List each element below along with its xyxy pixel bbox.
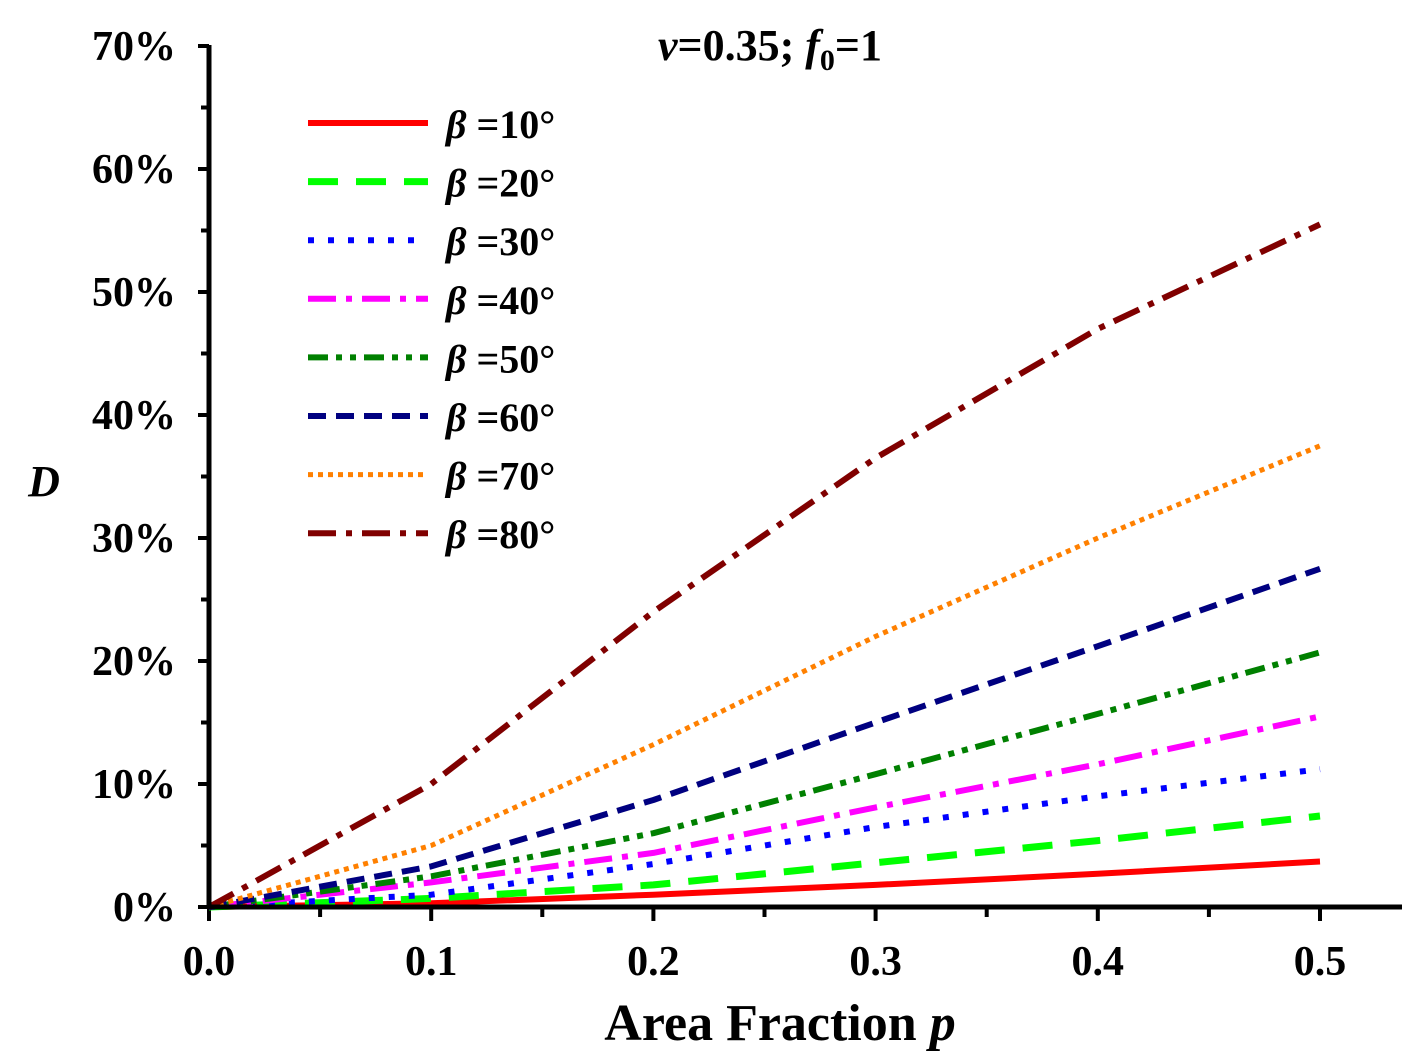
legend-angle-text: =30° bbox=[467, 219, 556, 264]
legend: β =10°β =20°β =30°β =40°β =50°β =60°β =7… bbox=[308, 102, 555, 557]
x-tick-labels: 0.0 0.1 0.2 0.3 0.4 0.5 bbox=[183, 939, 1347, 985]
legend-label-8: β =80° bbox=[444, 512, 555, 557]
series-line-2 bbox=[208, 812, 1321, 911]
title-f-subscript: 0 bbox=[820, 44, 835, 77]
title-v-text: =0.35; bbox=[678, 21, 806, 70]
legend-label-1: β =10° bbox=[444, 102, 555, 147]
legend-beta-symbol: β bbox=[444, 336, 467, 381]
x-axis-label-text: Area Fraction bbox=[604, 995, 929, 1052]
series-line-3 bbox=[208, 766, 1321, 910]
x-tick-label: 0.3 bbox=[849, 939, 902, 985]
x-tick-label: 0.1 bbox=[405, 939, 458, 985]
series-line-4 bbox=[208, 713, 1321, 910]
x-tick-label: 0.2 bbox=[627, 939, 680, 985]
legend-label-4: β =40° bbox=[444, 278, 555, 323]
chart-title: v=0.35; f0=1 bbox=[658, 21, 882, 77]
x-tick-label: 0.5 bbox=[1294, 939, 1347, 985]
legend-beta-symbol: β bbox=[444, 512, 467, 557]
y-tick-label: 50% bbox=[92, 270, 176, 316]
legend-label-2: β =20° bbox=[444, 161, 555, 206]
title-f-text: =1 bbox=[835, 21, 882, 70]
legend-angle-text: =20° bbox=[467, 161, 556, 206]
y-axis-label: D bbox=[27, 457, 60, 506]
y-tick-label: 20% bbox=[92, 639, 176, 685]
legend-beta-symbol: β bbox=[444, 454, 467, 499]
y-tick-labels: 0% 10% 20% 30% 40% 50% 60% 70% bbox=[92, 24, 176, 931]
x-tick-label: 0.4 bbox=[1072, 939, 1125, 985]
title-v-symbol: v bbox=[658, 21, 678, 70]
legend-beta-symbol: β bbox=[444, 395, 467, 440]
legend-angle-text: =40° bbox=[467, 278, 556, 323]
x-axis-label-symbol: p bbox=[926, 995, 956, 1052]
legend-beta-symbol: β bbox=[444, 219, 467, 264]
legend-angle-text: =10° bbox=[467, 102, 556, 147]
legend-label-7: β =70° bbox=[444, 454, 555, 499]
series-line-7 bbox=[208, 443, 1321, 910]
legend-angle-text: =60° bbox=[467, 395, 556, 440]
y-tick-label: 40% bbox=[92, 393, 176, 439]
legend-label-5: β =50° bbox=[444, 336, 555, 381]
legend-label-3: β =30° bbox=[444, 219, 555, 264]
series-line-8 bbox=[207, 221, 1322, 910]
x-tick-label: 0.0 bbox=[183, 939, 236, 985]
legend-angle-text: =80° bbox=[467, 512, 556, 557]
y-tick-label: 0% bbox=[113, 885, 176, 931]
series-line-1 bbox=[208, 858, 1321, 910]
y-tick-label: 60% bbox=[92, 147, 176, 193]
legend-beta-symbol: β bbox=[444, 102, 467, 147]
series-line-6 bbox=[208, 565, 1321, 910]
legend-angle-text: =50° bbox=[467, 336, 556, 381]
series-lines bbox=[207, 221, 1322, 911]
legend-beta-symbol: β bbox=[444, 278, 467, 323]
y-tick-label: 30% bbox=[92, 516, 176, 562]
legend-angle-text: =70° bbox=[467, 454, 556, 499]
y-tick-label: 70% bbox=[92, 24, 176, 70]
x-axis-label: Area Fraction p bbox=[604, 995, 955, 1052]
y-tick-label: 10% bbox=[92, 762, 176, 808]
legend-label-6: β =60° bbox=[444, 395, 555, 440]
legend-beta-symbol: β bbox=[444, 161, 467, 206]
title-f-symbol: f bbox=[805, 21, 824, 70]
series-line-5 bbox=[208, 649, 1321, 910]
axes-ticks bbox=[198, 44, 1322, 921]
